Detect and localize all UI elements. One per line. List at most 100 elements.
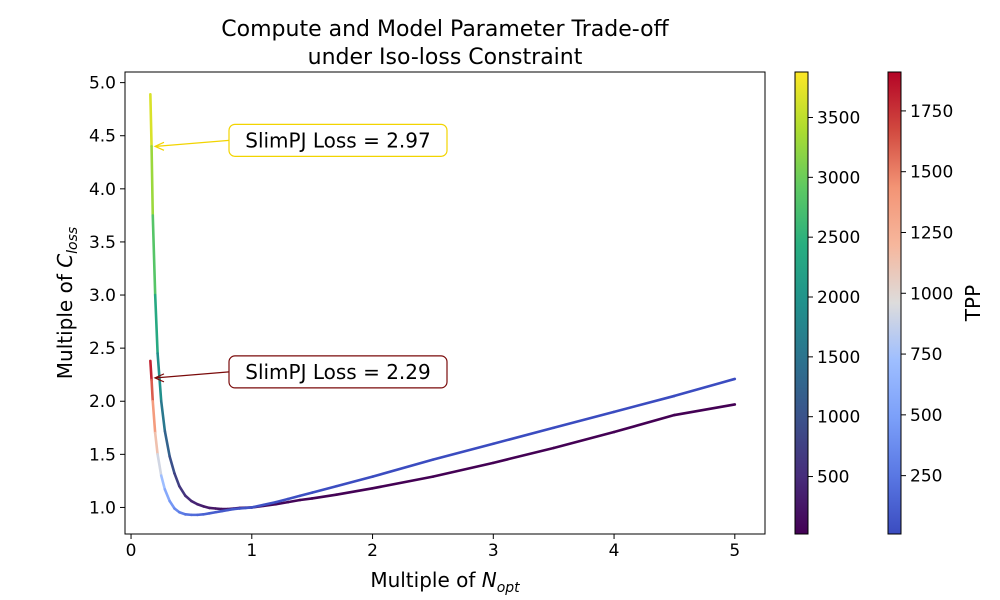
colorbar-tick-label: 2500 bbox=[817, 228, 860, 248]
colorbar-coolwarm-label: TPP bbox=[961, 285, 985, 322]
series-coolwarm-segment bbox=[673, 377, 737, 398]
series-viridis-segment bbox=[673, 403, 737, 417]
series-coolwarm-segment bbox=[298, 491, 314, 498]
series-coolwarm-segment bbox=[286, 494, 302, 501]
series-coolwarm-segment bbox=[168, 499, 176, 510]
plot-area: 0 1 2 3 4 5 1.0 1.5 2.0 2.5 3.0 3.5 4.0 4.5 5.0 SlimP… bbox=[89, 71, 766, 561]
y-tick-label: 5.0 bbox=[89, 74, 116, 94]
series-coolwarm-segment bbox=[262, 500, 278, 507]
series-coolwarm-segment bbox=[163, 488, 171, 503]
y-tick-label: 1.0 bbox=[89, 498, 116, 518]
series-coolwarm-segment bbox=[431, 442, 495, 461]
series-viridis-segment bbox=[163, 429, 171, 458]
y-tick-label: 3.5 bbox=[89, 233, 116, 253]
series-viridis-segment bbox=[149, 93, 153, 148]
series-viridis-segment bbox=[173, 472, 181, 488]
series-viridis-segment bbox=[298, 497, 314, 502]
plot-frame bbox=[124, 71, 766, 535]
annotation-arrow bbox=[155, 371, 230, 379]
series-viridis-segment bbox=[159, 399, 167, 433]
x-tick-label: 4 bbox=[609, 541, 620, 561]
colorbar-coolwarm-ticks: 250 500 750 1000 1250 1500 1750 bbox=[901, 102, 953, 487]
annotation-layer: SlimPJ Loss = 2.97 SlimPJ Loss = 2.29 bbox=[153, 123, 448, 389]
colorbar-coolwarm: 250 500 750 1000 1250 1500 1750 TPP bbox=[887, 71, 985, 535]
series-viridis-segment bbox=[612, 413, 676, 434]
colorbar-tick-label: 750 bbox=[910, 345, 942, 365]
series-viridis-segment bbox=[151, 214, 157, 297]
annotation-arrowhead bbox=[153, 373, 165, 383]
series-coolwarm-segment bbox=[612, 394, 676, 414]
y-axis-label: Multiple of Closs bbox=[53, 227, 81, 379]
colorbar-coolwarm-gradient bbox=[887, 71, 902, 535]
series-coolwarm-segment bbox=[149, 359, 153, 382]
colorbar-viridis-ticks: 500 1000 1500 2000 2500 3000 3500 bbox=[808, 108, 860, 488]
series-viridis-segment bbox=[184, 494, 193, 503]
x-axis-ticks: 0 1 2 3 4 5 bbox=[126, 534, 740, 561]
series-viridis-segment bbox=[335, 487, 374, 497]
annotation-1: SlimPJ Loss = 2.97 bbox=[153, 123, 448, 157]
series-viridis-segment bbox=[153, 293, 159, 355]
y-tick-label: 2.0 bbox=[89, 392, 116, 412]
colorbar-tick-label: 1500 bbox=[910, 163, 953, 183]
x-tick-label: 2 bbox=[367, 541, 378, 561]
series-viridis-segment bbox=[371, 475, 435, 490]
y-axis-ticks: 1.0 1.5 2.0 2.5 3.0 3.5 4.0 4.5 5.0 bbox=[89, 74, 125, 518]
annotation-2: SlimPJ Loss = 2.29 bbox=[153, 355, 448, 389]
annotation-box bbox=[228, 123, 448, 157]
series-coolwarm-line bbox=[149, 359, 737, 517]
annotation-arrow bbox=[155, 139, 230, 147]
series-coolwarm-segment bbox=[156, 453, 163, 477]
series-coolwarm-segment bbox=[552, 410, 616, 430]
series-viridis-segment bbox=[178, 484, 187, 498]
colorbar-tick-label: 3500 bbox=[817, 108, 860, 128]
x-tick-label: 0 bbox=[126, 541, 137, 561]
series-viridis-segment bbox=[274, 500, 290, 506]
series-coolwarm-segment bbox=[310, 484, 338, 494]
series-layer bbox=[149, 93, 737, 517]
series-viridis-segment bbox=[286, 498, 302, 504]
colorbar-tick-label: 1250 bbox=[910, 223, 953, 243]
y-tick-label: 4.0 bbox=[89, 180, 116, 200]
annotation-text: SlimPJ Loss = 2.29 bbox=[245, 360, 430, 384]
chart-title-line-2: under Iso-loss Constraint bbox=[308, 45, 583, 70]
series-coolwarm-segment bbox=[250, 503, 266, 509]
y-tick-label: 4.5 bbox=[89, 127, 116, 147]
series-viridis-segment bbox=[168, 455, 176, 475]
series-viridis-segment bbox=[150, 145, 155, 217]
series-viridis-segment bbox=[310, 493, 338, 500]
x-tick-label: 1 bbox=[246, 541, 257, 561]
annotation-text: SlimPJ Loss = 2.97 bbox=[245, 128, 430, 152]
series-viridis-segment bbox=[492, 446, 555, 465]
annotation-arrowhead bbox=[153, 141, 165, 151]
colorbar-tick-label: 1000 bbox=[817, 408, 860, 428]
colorbar-tick-label: 250 bbox=[910, 467, 942, 487]
y-tick-label: 2.5 bbox=[89, 339, 116, 359]
colorbar-viridis-gradient bbox=[794, 71, 809, 535]
series-coolwarm-segment bbox=[492, 426, 555, 446]
colorbar-tick-label: 3000 bbox=[817, 168, 860, 188]
y-tick-label: 3.0 bbox=[89, 286, 116, 306]
series-coolwarm-segment bbox=[153, 431, 159, 456]
series-coolwarm-segment bbox=[159, 474, 167, 491]
colorbar-tick-label: 500 bbox=[817, 468, 849, 488]
series-coolwarm-segment bbox=[371, 458, 435, 478]
series-coolwarm-segment bbox=[151, 399, 157, 435]
series-viridis-segment bbox=[431, 461, 495, 478]
series-coolwarm-segment bbox=[150, 378, 155, 403]
colorbar-viridis: 500 1000 1500 2000 2500 3000 3500 bbox=[794, 71, 860, 535]
series-coolwarm-segment bbox=[274, 497, 290, 504]
series-viridis-line bbox=[149, 93, 737, 511]
colorbar-tick-label: 2000 bbox=[817, 288, 860, 308]
chart-title-line-1: Compute and Model Parameter Trade-off bbox=[221, 17, 669, 42]
colorbar-tick-label: 1000 bbox=[910, 284, 953, 304]
series-viridis-segment bbox=[552, 430, 616, 450]
x-axis-label: Multiple of Nopt bbox=[370, 568, 520, 596]
colorbar-tick-label: 500 bbox=[910, 406, 942, 426]
y-tick-label: 1.5 bbox=[89, 445, 116, 465]
annotation-box bbox=[228, 355, 448, 389]
series-coolwarm-segment bbox=[335, 475, 374, 488]
colorbar-tick-label: 1750 bbox=[910, 102, 953, 122]
x-tick-label: 3 bbox=[488, 541, 499, 561]
x-tick-label: 5 bbox=[729, 541, 740, 561]
